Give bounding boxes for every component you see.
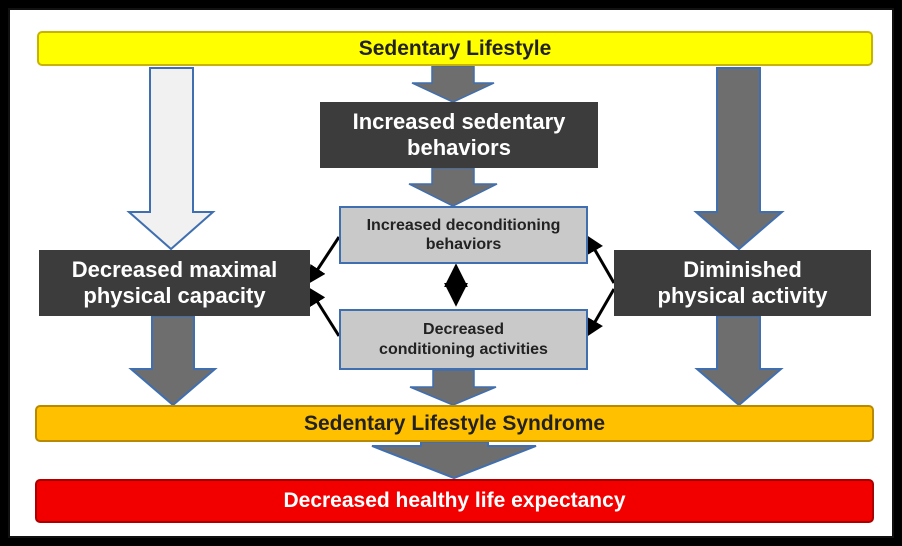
decreased-conditioning-line2: conditioning activities: [379, 340, 548, 358]
sedentary-lifestyle-syndrome-label: Sedentary Lifestyle Syndrome: [303, 411, 606, 435]
increased-deconditioning-behaviors-box: Increased deconditioning behaviors: [339, 206, 588, 264]
arrow-top-to-left-box: [126, 67, 216, 251]
increased-deconditioning-line2: behaviors: [425, 236, 502, 253]
decreased-healthy-life-expectancy-label: Decreased healthy life expectancy: [283, 489, 626, 513]
arrow-right-box-to-syndrome: [694, 315, 784, 407]
arrow-right-box-to-conditioning: [586, 288, 616, 338]
arrow-center-to-deconditioning: [408, 167, 498, 207]
increased-sedentary-behaviors-line2: behaviors: [407, 135, 511, 160]
decreased-conditioning-line1: Decreased: [423, 321, 504, 339]
increased-sedentary-behaviors-line1: Increased sedentary: [352, 108, 566, 134]
increased-deconditioning-line1: Increased deconditioning: [366, 216, 561, 234]
arrow-conditioning-to-syndrome: [409, 369, 497, 406]
diminished-physical-activity-line1: Diminished: [683, 256, 802, 282]
diminished-physical-activity-line2: physical activity: [657, 283, 828, 308]
sedentary-lifestyle-label: Sedentary Lifestyle: [358, 36, 552, 60]
arrow-deconditioning-to-left-box: [308, 236, 341, 285]
arrow-top-to-right-box: [693, 67, 785, 251]
sedentary-lifestyle-bar: Sedentary Lifestyle: [37, 31, 873, 66]
decreased-maximal-physical-capacity-box: Decreased maximal physical capacity: [39, 250, 310, 316]
arrow-conditioning-to-left-box: [308, 286, 341, 337]
diminished-physical-activity-box: Diminished physical activity: [614, 250, 871, 316]
decreased-healthy-life-expectancy-bar: Decreased healthy life expectancy: [35, 479, 874, 523]
sedentary-lifestyle-syndrome-bar: Sedentary Lifestyle Syndrome: [35, 405, 874, 442]
arrow-syndrome-to-life-expectancy: [371, 441, 537, 480]
arrow-left-box-to-syndrome: [128, 315, 218, 407]
decreased-maximal-line1: Decreased maximal: [71, 256, 278, 282]
decreased-maximal-line2: physical capacity: [83, 283, 266, 308]
arrow-right-box-to-deconditioning: [586, 234, 616, 284]
increased-sedentary-behaviors-box: Increased sedentary behaviors: [320, 102, 598, 168]
arrow-top-to-center: [411, 65, 495, 103]
decreased-conditioning-activities-box: Decreased conditioning activities: [339, 309, 588, 370]
